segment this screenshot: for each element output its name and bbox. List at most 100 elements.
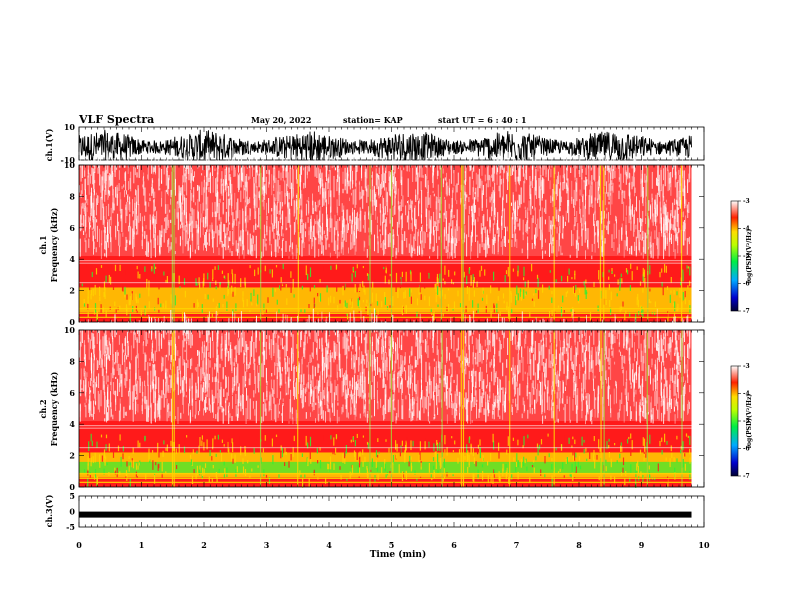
spectrogram-pixel	[634, 152, 636, 171]
spectrogram-pixel	[513, 208, 515, 214]
spectrogram-pixel	[642, 210, 644, 223]
spectrogram-pixel	[451, 279, 453, 284]
spectrogram-pixel	[245, 371, 247, 382]
spectrogram-pixel	[398, 205, 400, 210]
spectrogram-pixel	[152, 340, 154, 345]
spectrogram-pixel	[100, 174, 102, 193]
spectrogram-pixel	[255, 211, 257, 229]
spectrogram-pixel	[277, 179, 279, 202]
spectrogram-pixel	[570, 167, 572, 173]
spectrogram-pixel	[330, 295, 332, 303]
spectrogram-pixel	[433, 323, 434, 341]
spectrogram-pixel	[129, 196, 131, 205]
spectrogram-pixel	[478, 334, 480, 354]
spectrogram-pixel	[202, 367, 204, 379]
spectrogram-pixel	[381, 182, 383, 189]
spectrogram-pixel	[457, 172, 459, 185]
spectrogram-pixel	[228, 321, 230, 346]
spectrogram-pixel	[481, 180, 483, 199]
spectrogram-pixel	[392, 217, 393, 227]
spectrogram-pixel	[674, 198, 675, 205]
spectrogram-pixel	[186, 162, 188, 179]
spectrogram-pixel	[673, 215, 675, 232]
spectrogram-pixel	[134, 197, 136, 211]
spectrogram-pixel	[206, 242, 208, 245]
spectrogram-pixel	[235, 344, 237, 362]
spectrogram-pixel	[110, 162, 112, 186]
spectrogram-pixel	[140, 310, 142, 316]
spectrogram-pixel	[280, 337, 282, 346]
spectrogram-pixel	[566, 165, 568, 181]
spectrogram-pixel	[502, 391, 504, 406]
spectrogram-pixel	[521, 146, 523, 169]
spectrogram-pixel	[615, 215, 617, 222]
spectrogram-pixel	[151, 183, 153, 194]
spectrogram-pixel	[90, 401, 92, 416]
spectrogram-pixel	[667, 343, 669, 354]
spectrogram-pixel	[436, 158, 438, 180]
spectrogram-pixel	[554, 311, 556, 321]
spectrogram-pixel	[248, 378, 250, 386]
spectrogram-pixel	[170, 198, 172, 205]
spectrogram-pixel	[322, 213, 324, 236]
spectrogram-pixel	[85, 398, 87, 403]
spectrogram-pixel	[397, 399, 399, 418]
spectrogram-pixel	[621, 189, 623, 204]
spectrogram-pixel	[629, 406, 631, 421]
spectrogram-pixel	[439, 290, 441, 299]
spectrogram-pixel	[555, 207, 557, 219]
spectrogram-pixel	[571, 180, 573, 202]
spectrogram-pixel	[170, 234, 172, 238]
spectrogram-pixel	[319, 173, 321, 184]
spectrogram-pixel	[491, 206, 493, 217]
spectrogram-pixel	[642, 402, 644, 405]
spectrogram-pixel	[610, 159, 612, 179]
spectrogram-pixel	[208, 162, 210, 178]
spectrogram-pixel	[630, 221, 632, 224]
spectrogram-pixel	[342, 377, 344, 387]
spectrogram-pixel	[184, 290, 186, 298]
spectrogram-pixel	[218, 372, 220, 383]
spectrogram-pixel	[642, 230, 644, 239]
spectrogram-pixel	[319, 279, 321, 283]
spectrogram-pixel	[538, 209, 540, 229]
spectrogram-pixel	[322, 265, 325, 272]
spectrogram-pixel	[229, 348, 231, 361]
spectrogram-pixel	[377, 308, 379, 315]
spectrogram-pixel	[661, 412, 663, 422]
spectrogram-pixel	[93, 333, 95, 354]
spectrogram-pixel	[527, 409, 529, 419]
spectrogram-pixel	[387, 191, 389, 213]
start-time-label: start UT = 6 : 40 : 1	[438, 115, 527, 125]
spectrogram-pixel	[511, 202, 512, 206]
spectrogram-pixel	[203, 408, 204, 416]
spectrogram-pixel	[202, 281, 204, 288]
spectrogram-pixel	[166, 376, 168, 393]
spectrogram-pixel	[137, 185, 139, 206]
spectrogram-pixel	[100, 243, 102, 259]
spectrogram-pixel	[373, 185, 375, 206]
spectrogram-pixel	[247, 364, 249, 370]
spectrogram-pixel	[246, 196, 248, 207]
spectrogram-pixel	[79, 239, 81, 253]
spectrogram-pixel	[623, 271, 625, 280]
spectrogram-pixel	[161, 191, 163, 198]
spectrogram-pixel	[541, 372, 543, 395]
spectrogram-pixel	[287, 202, 289, 223]
spectrogram-pixel	[273, 167, 275, 181]
spectrogram-pixel	[644, 338, 646, 348]
spectrogram-pixel	[379, 203, 381, 213]
spectrogram-pixel	[327, 404, 329, 412]
spectrogram-pixel	[589, 335, 591, 360]
spectrogram-pixel	[582, 196, 584, 203]
spectrogram-pixel	[560, 307, 563, 317]
spectrogram-pixel	[236, 248, 238, 256]
spectrogram-pixel	[306, 171, 308, 179]
spectrogram-pixel	[688, 173, 690, 183]
spectrogram-pixel	[332, 284, 334, 287]
spectrogram-pixel	[505, 375, 507, 394]
spectrogram-pixel	[680, 281, 682, 286]
spectrogram-pixel	[479, 388, 481, 413]
spectrogram-pixel	[571, 345, 573, 367]
